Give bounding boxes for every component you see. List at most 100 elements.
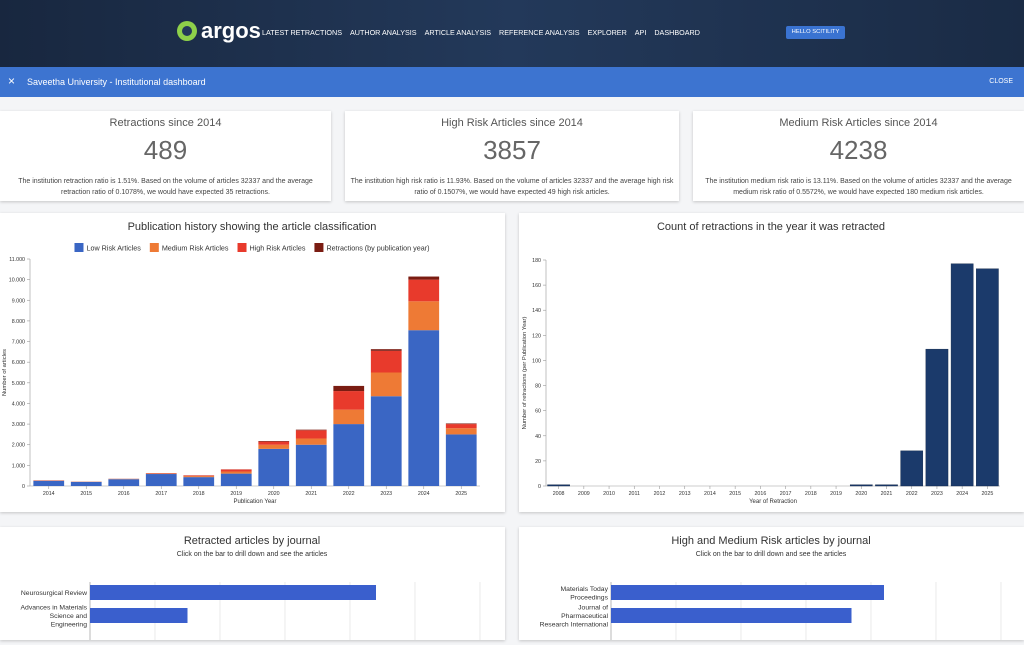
nav-link[interactable]: EXPLORER: [588, 28, 627, 37]
bar-segment: [221, 472, 252, 474]
bar: [976, 269, 998, 486]
card-value: 489: [0, 135, 331, 166]
x-tick-label: 2015: [729, 491, 741, 497]
nav-link[interactable]: API: [635, 28, 647, 37]
y-tick-label: 6.000: [12, 360, 25, 366]
legend-item: Medium Risk Articles: [150, 243, 229, 253]
y-tick-label: 11.000: [9, 257, 25, 263]
legend-label: Medium Risk Articles: [162, 244, 229, 253]
x-tick-label: 2022: [343, 491, 355, 497]
x-tick-label: 2013: [679, 491, 691, 497]
bar-segment: [371, 396, 402, 486]
x-tick-label: 2014: [704, 491, 716, 497]
y-tick-label: 0: [22, 484, 25, 490]
chart-panel: High and Medium Risk articles by journal…: [519, 527, 1024, 640]
legend-item: Retractions (by publication year): [314, 243, 429, 253]
y-tick-label: 2.000: [12, 443, 25, 449]
y-tick-label: 80: [535, 384, 541, 390]
bar-segment: [296, 430, 327, 431]
bar-segment: [258, 441, 289, 442]
nav-link[interactable]: LATEST RETRACTIONS: [262, 28, 342, 37]
chart-title: Retracted articles by journal: [184, 535, 320, 547]
x-tick-label: 2019: [230, 491, 242, 497]
x-tick-label: 2022: [906, 491, 918, 497]
bar-segment: [408, 301, 439, 330]
chart-title: Publication history showing the article …: [128, 221, 377, 233]
y-tick-label: 5.000: [12, 381, 25, 387]
close-button[interactable]: CLOSE: [989, 78, 1013, 85]
bar-segment: [71, 482, 102, 486]
user-button[interactable]: HELLO SCITILITY: [786, 26, 845, 39]
bar: [548, 485, 570, 486]
legend-item: Low Risk Articles: [74, 243, 141, 253]
x-tick-label: 2024: [956, 491, 968, 497]
chart-subtitle: Click on the bar to drill down and see t…: [177, 551, 328, 558]
close-icon[interactable]: ×: [8, 74, 15, 88]
x-tick-label: 2018: [805, 491, 817, 497]
bar-segment: [183, 475, 214, 476]
card-value: 4238: [693, 135, 1024, 166]
logo-text: argos: [201, 18, 261, 44]
bar-segment: [408, 330, 439, 486]
card-title: Retractions since 2014: [0, 117, 331, 129]
bar-segment: [108, 479, 139, 486]
bar: [611, 585, 884, 600]
x-tick-label: 2023: [931, 491, 943, 497]
y-axis-label: Number of retractions (per Publication Y…: [522, 317, 528, 430]
chart-panel: Retracted articles by journal Click on th…: [0, 527, 505, 640]
bar-segment: [446, 424, 477, 428]
bar-segment: [333, 424, 364, 486]
y-tick-label: 1.000: [12, 463, 25, 469]
legend-swatch: [74, 243, 83, 252]
bar-segment: [296, 445, 327, 486]
x-tick-label: 2010: [603, 491, 615, 497]
nav-link[interactable]: REFERENCE ANALYSIS: [499, 28, 580, 37]
card-text: The institution medium risk ratio is 13.…: [697, 176, 1020, 198]
y-tick-label: 60: [535, 409, 541, 415]
nav-link[interactable]: DASHBOARD: [654, 28, 700, 37]
x-tick-label: 2021: [305, 491, 317, 497]
y-tick-label: 180: [532, 258, 541, 264]
x-axis-label: Year of Retraction: [749, 499, 797, 505]
chart: Publication history showing the article …: [0, 213, 505, 512]
bar-segment: [258, 449, 289, 486]
legend-swatch: [314, 243, 323, 252]
bar-segment: [333, 410, 364, 424]
x-tick-label: 2011: [629, 491, 640, 497]
chart-panel: Publication history showing the article …: [0, 213, 505, 512]
bar-segment: [446, 428, 477, 434]
bar-segment: [296, 439, 327, 445]
legend-swatch: [150, 243, 159, 252]
y-tick-label: 160: [532, 283, 541, 289]
card-text: The institution high risk ratio is 11.93…: [349, 176, 675, 198]
bar-segment: [333, 386, 364, 391]
legend-label: Low Risk Articles: [86, 244, 141, 253]
bar-segment: [258, 445, 289, 449]
card-title: High Risk Articles since 2014: [345, 117, 679, 129]
bar-segment: [258, 442, 289, 445]
chart-subtitle: Click on the bar to drill down and see t…: [696, 551, 847, 558]
y-tick-label: 9.000: [12, 298, 25, 304]
nav-link[interactable]: ARTICLE ANALYSIS: [425, 28, 491, 37]
nav-bar: argos LATEST RETRACTIONS AUTHOR ANALYSIS A…: [0, 0, 1024, 67]
bar-segment: [333, 391, 364, 410]
chart: Count of retractions in the year it was …: [519, 213, 1024, 512]
x-tick-label: 2009: [578, 491, 590, 497]
y-tick-label: 40: [535, 434, 541, 440]
chart-title: High and Medium Risk articles by journal: [671, 535, 870, 547]
logo[interactable]: argos: [177, 18, 261, 44]
x-tick-label: 2018: [193, 491, 205, 497]
bar: [901, 451, 923, 486]
x-tick-label: 2025: [981, 491, 993, 497]
x-axis-label: Publication Year: [233, 499, 276, 505]
card-value: 3857: [345, 135, 679, 166]
bar-segment: [183, 476, 214, 477]
bar-segment: [371, 373, 402, 397]
bar: [611, 608, 852, 623]
nav-link[interactable]: AUTHOR ANALYSIS: [350, 28, 417, 37]
y-tick-label: 3.000: [12, 422, 25, 428]
x-tick-label: 2012: [654, 491, 666, 497]
